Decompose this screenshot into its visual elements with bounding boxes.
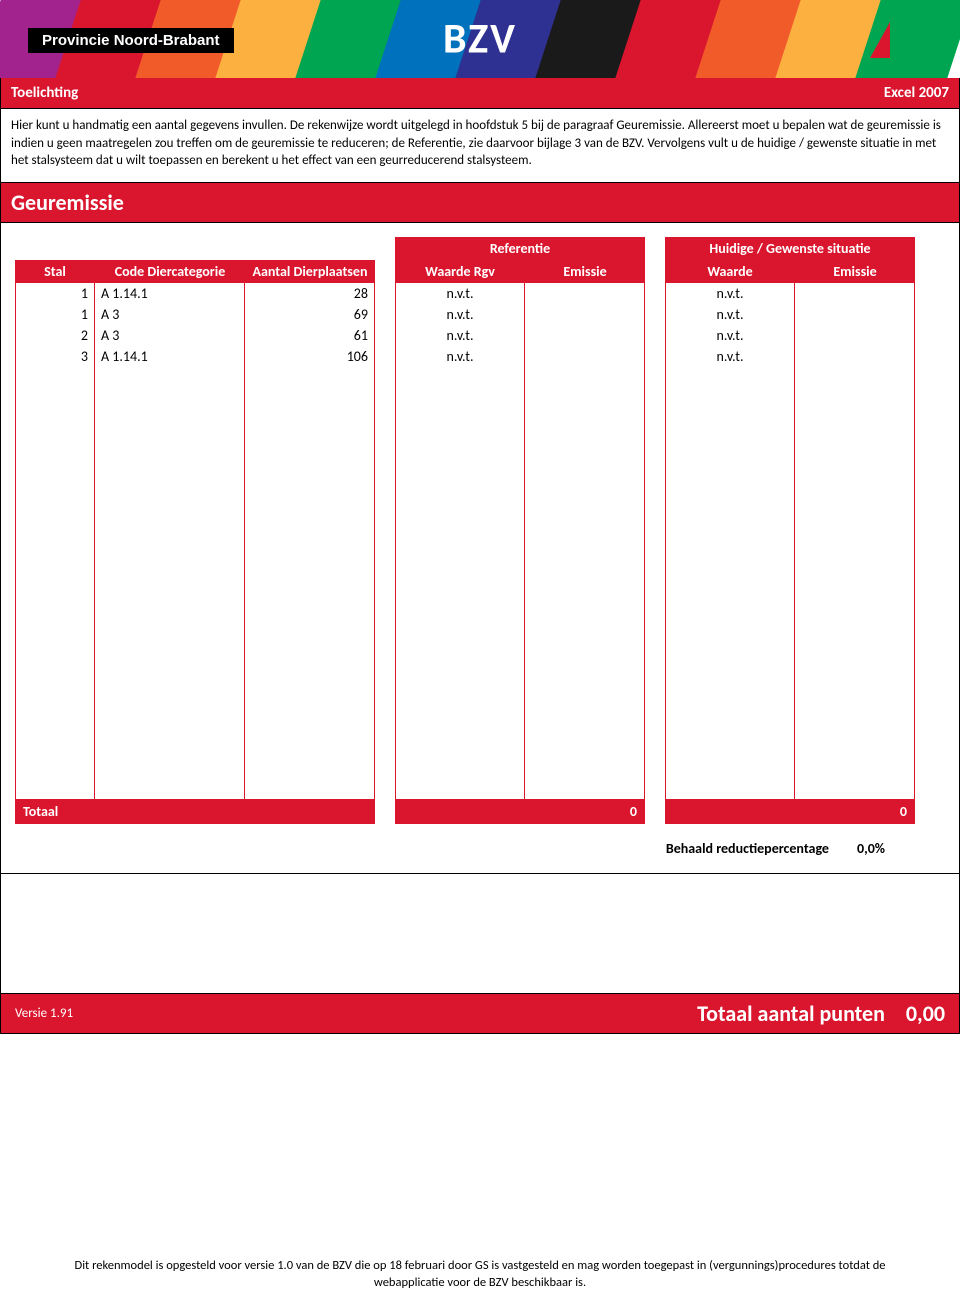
- spacer: [0, 874, 960, 994]
- cell-emissie-ref[interactable]: [525, 304, 645, 325]
- header-stal: Stal: [15, 260, 95, 283]
- version-label: Versie 1.91: [15, 1006, 73, 1021]
- cell-waarde[interactable]: n.v.t.: [665, 283, 795, 304]
- header-huidige: Huidige / Gewenste situatie: [665, 237, 915, 260]
- cell-aantal[interactable]: 69: [245, 304, 375, 325]
- excel-version: Excel 2007: [884, 84, 949, 102]
- cell-waarde[interactable]: n.v.t.: [665, 304, 795, 325]
- cell-waarde-rgv[interactable]: n.v.t.: [395, 283, 525, 304]
- cell-code[interactable]: A 3: [95, 325, 245, 346]
- footer-bar: Versie 1.91 Totaal aantal punten 0,00: [0, 994, 960, 1034]
- cell-aantal[interactable]: 61: [245, 325, 375, 346]
- cell-waarde-rgv[interactable]: n.v.t.: [395, 325, 525, 346]
- totaal-ref: 0: [395, 799, 645, 824]
- totaal-hg: 0: [665, 799, 915, 824]
- header-referentie: Referentie: [395, 237, 645, 260]
- triangle-logo-icon: [870, 22, 910, 62]
- cell-emissie-ref[interactable]: [525, 325, 645, 346]
- cell-emissie-ref[interactable]: [525, 283, 645, 304]
- cell-waarde[interactable]: n.v.t.: [665, 325, 795, 346]
- cell-stal[interactable]: 2: [15, 325, 95, 346]
- province-label: Provincie Noord-Brabant: [28, 28, 234, 53]
- banner: Provincie Noord-Brabant BZV: [0, 0, 960, 78]
- bzv-logo-text: BZV: [443, 14, 517, 65]
- cell-emissie-hg[interactable]: [795, 304, 915, 325]
- reduction-value: 0,0%: [857, 840, 885, 857]
- cell-aantal[interactable]: 106: [245, 346, 375, 367]
- cell-stal[interactable]: 1: [15, 304, 95, 325]
- toelichting-header: Toelichting Excel 2007: [0, 78, 960, 109]
- total-points-label: Totaal aantal punten: [697, 1000, 885, 1027]
- cell-code[interactable]: A 3: [95, 304, 245, 325]
- cell-emissie-ref[interactable]: [525, 346, 645, 367]
- cell-emissie-hg[interactable]: [795, 325, 915, 346]
- cell-waarde[interactable]: n.v.t.: [665, 346, 795, 367]
- cell-code[interactable]: A 1.14.1: [95, 283, 245, 304]
- header-waarde-rgv: Waarde Rgv: [395, 260, 525, 283]
- cell-stal[interactable]: 1: [15, 283, 95, 304]
- geuremissie-table: Referentie Huidige / Gewenste situatie Sta…: [0, 223, 960, 874]
- cell-waarde-rgv[interactable]: n.v.t.: [395, 346, 525, 367]
- header-waarde: Waarde: [665, 260, 795, 283]
- cell-emissie-hg[interactable]: [795, 346, 915, 367]
- disclaimer: Dit rekenmodel is opgesteld voor versie …: [0, 1258, 960, 1292]
- header-emissie-ref: Emissie: [525, 260, 645, 283]
- header-code: Code Diercategorie: [95, 260, 245, 283]
- toelichting-body: Hier kunt u handmatig een aantal gegeven…: [0, 109, 960, 183]
- toelichting-title: Toelichting: [11, 84, 78, 102]
- reduction-row: Behaald reductiepercentage 0,0%: [15, 824, 945, 873]
- cell-code[interactable]: A 1.14.1: [95, 346, 245, 367]
- totaal-label: Totaal: [15, 799, 375, 824]
- cell-waarde-rgv[interactable]: n.v.t.: [395, 304, 525, 325]
- section-title-geuremissie: Geuremissie: [0, 183, 960, 223]
- header-emissie-hg: Emissie: [795, 260, 915, 283]
- cell-stal[interactable]: 3: [15, 346, 95, 367]
- cell-emissie-hg[interactable]: [795, 283, 915, 304]
- total-points-value: 0,00: [906, 1000, 945, 1027]
- header-aantal: Aantal Dierplaatsen: [245, 260, 375, 283]
- cell-aantal[interactable]: 28: [245, 283, 375, 304]
- reduction-label: Behaald reductiepercentage: [666, 840, 829, 857]
